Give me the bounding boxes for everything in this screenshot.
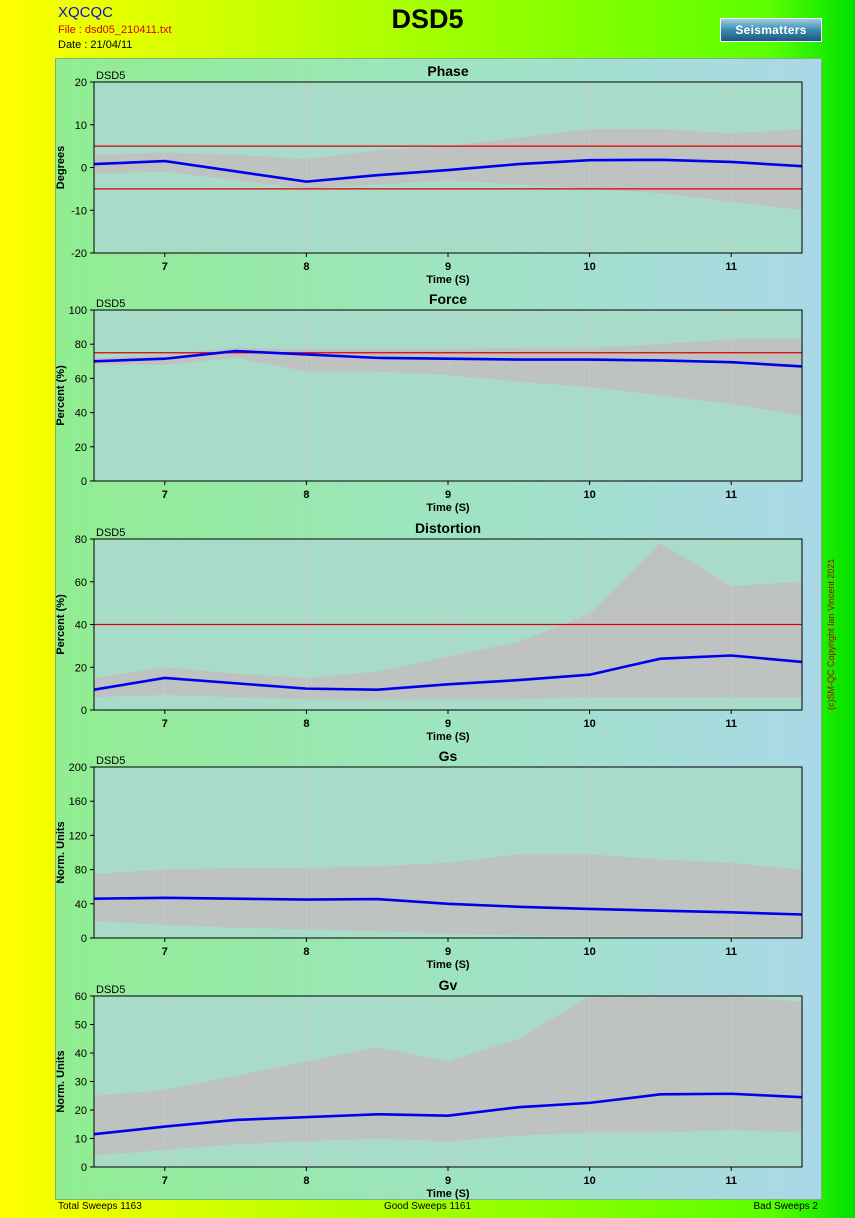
gv-x-tick-label: 10	[583, 1175, 595, 1187]
phase-y-axis-label: Degrees	[55, 146, 67, 189]
gv-y-axis-label: Norm. Units	[55, 1050, 67, 1112]
gs-corner-label: DSD5	[96, 755, 125, 767]
gs-y-axis-label: Norm. Units	[55, 821, 67, 883]
force-y-tick-label: 0	[81, 476, 87, 488]
phase-x-tick-label: 8	[303, 261, 309, 273]
force-corner-label: DSD5	[96, 298, 125, 310]
distortion-y-tick-label: 0	[81, 705, 87, 717]
phase-x-tick-label: 9	[445, 261, 451, 273]
force-chart-title: Force	[429, 291, 467, 307]
phase-y-tick-label: -20	[71, 248, 87, 260]
force-y-axis-label: Percent (%)	[55, 365, 67, 426]
gv-x-tick-label: 8	[303, 1175, 309, 1187]
gv-y-tick-label: 60	[75, 991, 87, 1003]
copyright-notice: (c)SM-QC Copyright Ian Vincent 2021	[826, 558, 836, 710]
distortion-y-tick-label: 80	[75, 534, 87, 546]
page-title: DSD5	[391, 4, 464, 34]
phase-y-tick-label: 20	[75, 77, 87, 89]
gs-mean-line	[93, 896, 803, 916]
gv-y-tick-label: 0	[81, 1162, 87, 1174]
app-name: XQCQC	[58, 4, 114, 21]
phase-x-tick-label: 11	[725, 261, 737, 273]
distortion-y-tick-label: 60	[75, 577, 87, 589]
file-name-label: File : dsd05_210411.txt	[58, 24, 172, 36]
distortion-chart-title: Distortion	[415, 520, 481, 536]
distortion-y-axis-label: Percent (%)	[55, 594, 67, 655]
gs-y-tick-label: 200	[69, 762, 87, 774]
distortion-sweep-band	[94, 543, 802, 700]
force-x-tick-label: 7	[162, 489, 168, 501]
gs-x-tick-label: 9	[445, 946, 451, 958]
bad-sweeps: Bad Sweeps 2	[753, 1201, 819, 1212]
distortion-x-tick-label: 11	[725, 718, 737, 730]
force-x-tick-label: 9	[445, 489, 451, 501]
force-x-tick-label: 11	[725, 489, 737, 501]
phase-chart-title: Phase	[427, 63, 468, 79]
gs-y-tick-label: 0	[81, 933, 87, 945]
force-y-tick-label: 80	[75, 339, 87, 351]
gs-y-tick-label: 120	[69, 830, 87, 842]
gv-y-tick-label: 40	[75, 1048, 87, 1060]
gs-y-tick-label: 160	[69, 796, 87, 808]
force-mean-line	[93, 349, 803, 368]
force-y-tick-label: 100	[69, 305, 87, 317]
date-label: Date : 21/04/11	[58, 39, 133, 51]
force-sweep-band	[94, 339, 802, 417]
gs-y-tick-label: 80	[75, 865, 87, 877]
gv-x-tick-label: 9	[445, 1175, 451, 1187]
gv-y-tick-label: 50	[75, 1020, 87, 1032]
gs-x-tick-label: 7	[162, 946, 168, 958]
phase-x-tick-label: 10	[583, 261, 595, 273]
gv-y-tick-label: 20	[75, 1105, 87, 1117]
phase-mean-line	[93, 158, 803, 183]
force-y-tick-label: 20	[75, 442, 87, 454]
gv-y-tick-label: 30	[75, 1077, 87, 1089]
gs-x-tick-label: 11	[725, 946, 737, 958]
gs-x-axis-label: Time (S)	[426, 959, 470, 971]
gs-x-tick-label: 8	[303, 946, 309, 958]
total-sweeps: Total Sweeps 1163	[58, 1201, 142, 1212]
force-x-tick-label: 8	[303, 489, 309, 501]
seismatters-logo: Seismatters	[720, 18, 822, 42]
distortion-x-tick-label: 7	[162, 718, 168, 730]
distortion-x-axis-label: Time (S)	[426, 731, 470, 743]
phase-x-axis-label: Time (S)	[426, 274, 470, 286]
gv-mean-line	[93, 1092, 803, 1136]
gv-chart-title: Gv	[439, 977, 458, 993]
force-x-axis-label: Time (S)	[426, 502, 470, 514]
gv-x-axis-label: Time (S)	[426, 1188, 470, 1200]
phase-y-tick-label: -10	[71, 205, 87, 217]
gv-y-tick-label: 10	[75, 1134, 87, 1146]
gv-corner-label: DSD5	[96, 984, 125, 996]
phase-y-tick-label: 0	[81, 163, 87, 175]
gs-y-tick-label: 40	[75, 899, 87, 911]
distortion-y-tick-label: 20	[75, 662, 87, 674]
distortion-x-tick-label: 10	[583, 718, 595, 730]
good-sweeps: Good Sweeps 1161	[383, 1201, 472, 1212]
distortion-y-tick-label: 40	[75, 620, 87, 632]
gs-chart-title: Gs	[439, 748, 458, 764]
phase-corner-label: DSD5	[96, 70, 125, 82]
distortion-x-tick-label: 9	[445, 718, 451, 730]
gv-x-tick-label: 7	[162, 1175, 168, 1187]
phase-y-tick-label: 10	[75, 120, 87, 132]
distortion-corner-label: DSD5	[96, 527, 125, 539]
force-y-tick-label: 40	[75, 408, 87, 420]
gs-x-tick-label: 10	[583, 946, 595, 958]
force-y-tick-label: 60	[75, 373, 87, 385]
distortion-mean-line	[93, 654, 803, 691]
phase-x-tick-label: 7	[162, 261, 168, 273]
distortion-x-tick-label: 8	[303, 718, 309, 730]
gv-x-tick-label: 11	[725, 1175, 737, 1187]
force-x-tick-label: 10	[583, 489, 595, 501]
